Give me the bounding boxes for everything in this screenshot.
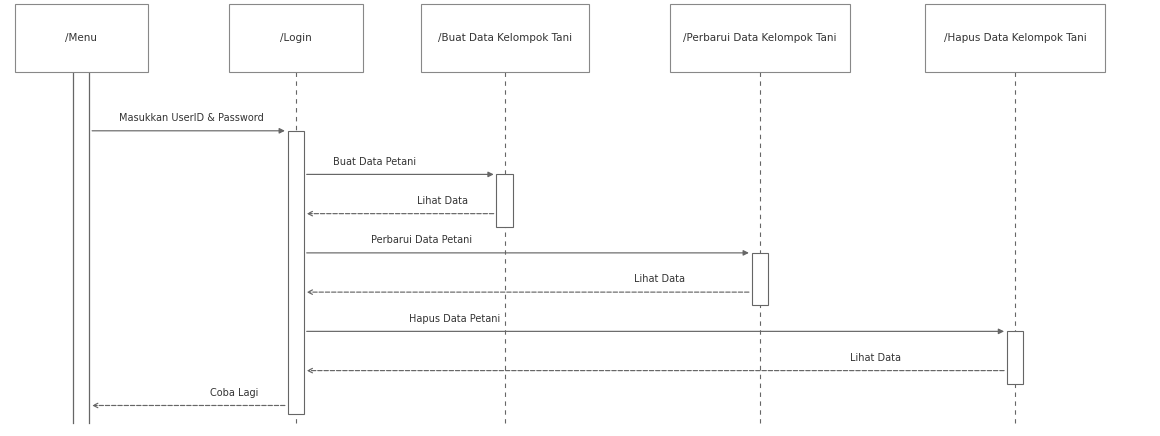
Text: Lihat Data: Lihat Data	[850, 353, 901, 363]
Bar	[752, 253, 768, 305]
Text: Buat Data Petani: Buat Data Petani	[333, 157, 416, 167]
Bar	[420, 4, 588, 72]
Text: Perbarui Data Petani: Perbarui Data Petani	[371, 235, 472, 245]
Text: /Perbarui Data Kelompok Tani: /Perbarui Data Kelompok Tani	[683, 33, 836, 43]
Text: Lihat Data: Lihat Data	[416, 196, 467, 206]
Bar	[670, 4, 849, 72]
Bar	[1007, 331, 1023, 384]
Text: /Login: /Login	[280, 33, 312, 43]
Text: /Menu: /Menu	[65, 33, 97, 43]
Text: Lihat Data: Lihat Data	[633, 274, 684, 284]
Bar	[15, 4, 147, 72]
Bar	[496, 174, 513, 227]
Bar	[926, 4, 1104, 72]
Text: Masukkan UserID & Password: Masukkan UserID & Password	[119, 113, 263, 123]
Text: /Hapus Data Kelompok Tani: /Hapus Data Kelompok Tani	[943, 33, 1087, 43]
Text: /Buat Data Kelompok Tani: /Buat Data Kelompok Tani	[437, 33, 572, 43]
Bar	[288, 131, 304, 414]
Bar	[230, 4, 362, 72]
Text: Hapus Data Petani: Hapus Data Petani	[409, 313, 501, 324]
Text: Coba Lagi: Coba Lagi	[210, 388, 258, 398]
